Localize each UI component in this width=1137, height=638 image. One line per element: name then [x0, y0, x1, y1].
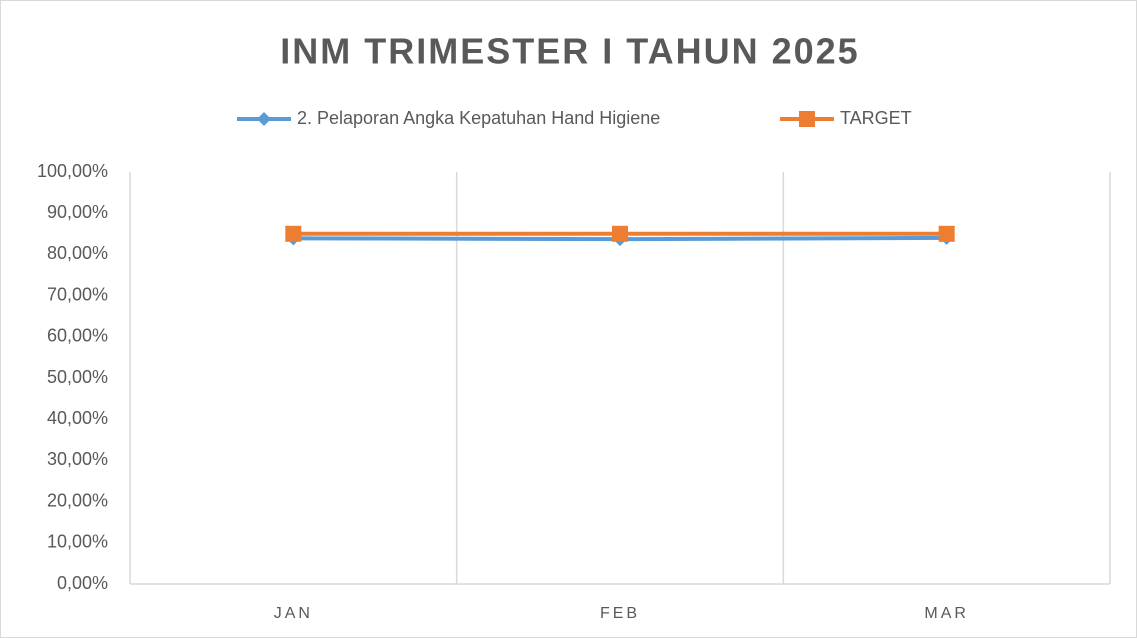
y-tick-label: 40,00%: [47, 408, 108, 428]
marker: [612, 225, 628, 242]
marker: [257, 112, 271, 126]
legend-label: TARGET: [840, 108, 912, 128]
y-tick-label: 100,00%: [37, 161, 108, 181]
y-tick-label: 80,00%: [47, 243, 108, 263]
chart-title: INM TRIMESTER I TAHUN 2025: [280, 31, 859, 72]
y-tick-label: 10,00%: [47, 532, 108, 552]
x-tick-label: JAN: [274, 605, 313, 622]
x-tick-label: MAR: [924, 605, 969, 622]
marker: [938, 225, 955, 242]
y-tick-label: 90,00%: [47, 202, 108, 222]
marker: [799, 111, 815, 127]
y-tick-label: 20,00%: [47, 490, 108, 510]
legend-label: 2. Pelaporan Angka Kepatuhan Hand Higien…: [297, 108, 660, 128]
y-tick-label: 0,00%: [57, 573, 108, 593]
y-tick-label: 30,00%: [47, 449, 108, 469]
y-tick-label: 50,00%: [47, 367, 108, 387]
marker: [285, 225, 302, 242]
x-tick-label: FEB: [600, 605, 640, 622]
y-tick-label: 70,00%: [47, 284, 108, 304]
y-tick-label: 60,00%: [47, 326, 108, 346]
